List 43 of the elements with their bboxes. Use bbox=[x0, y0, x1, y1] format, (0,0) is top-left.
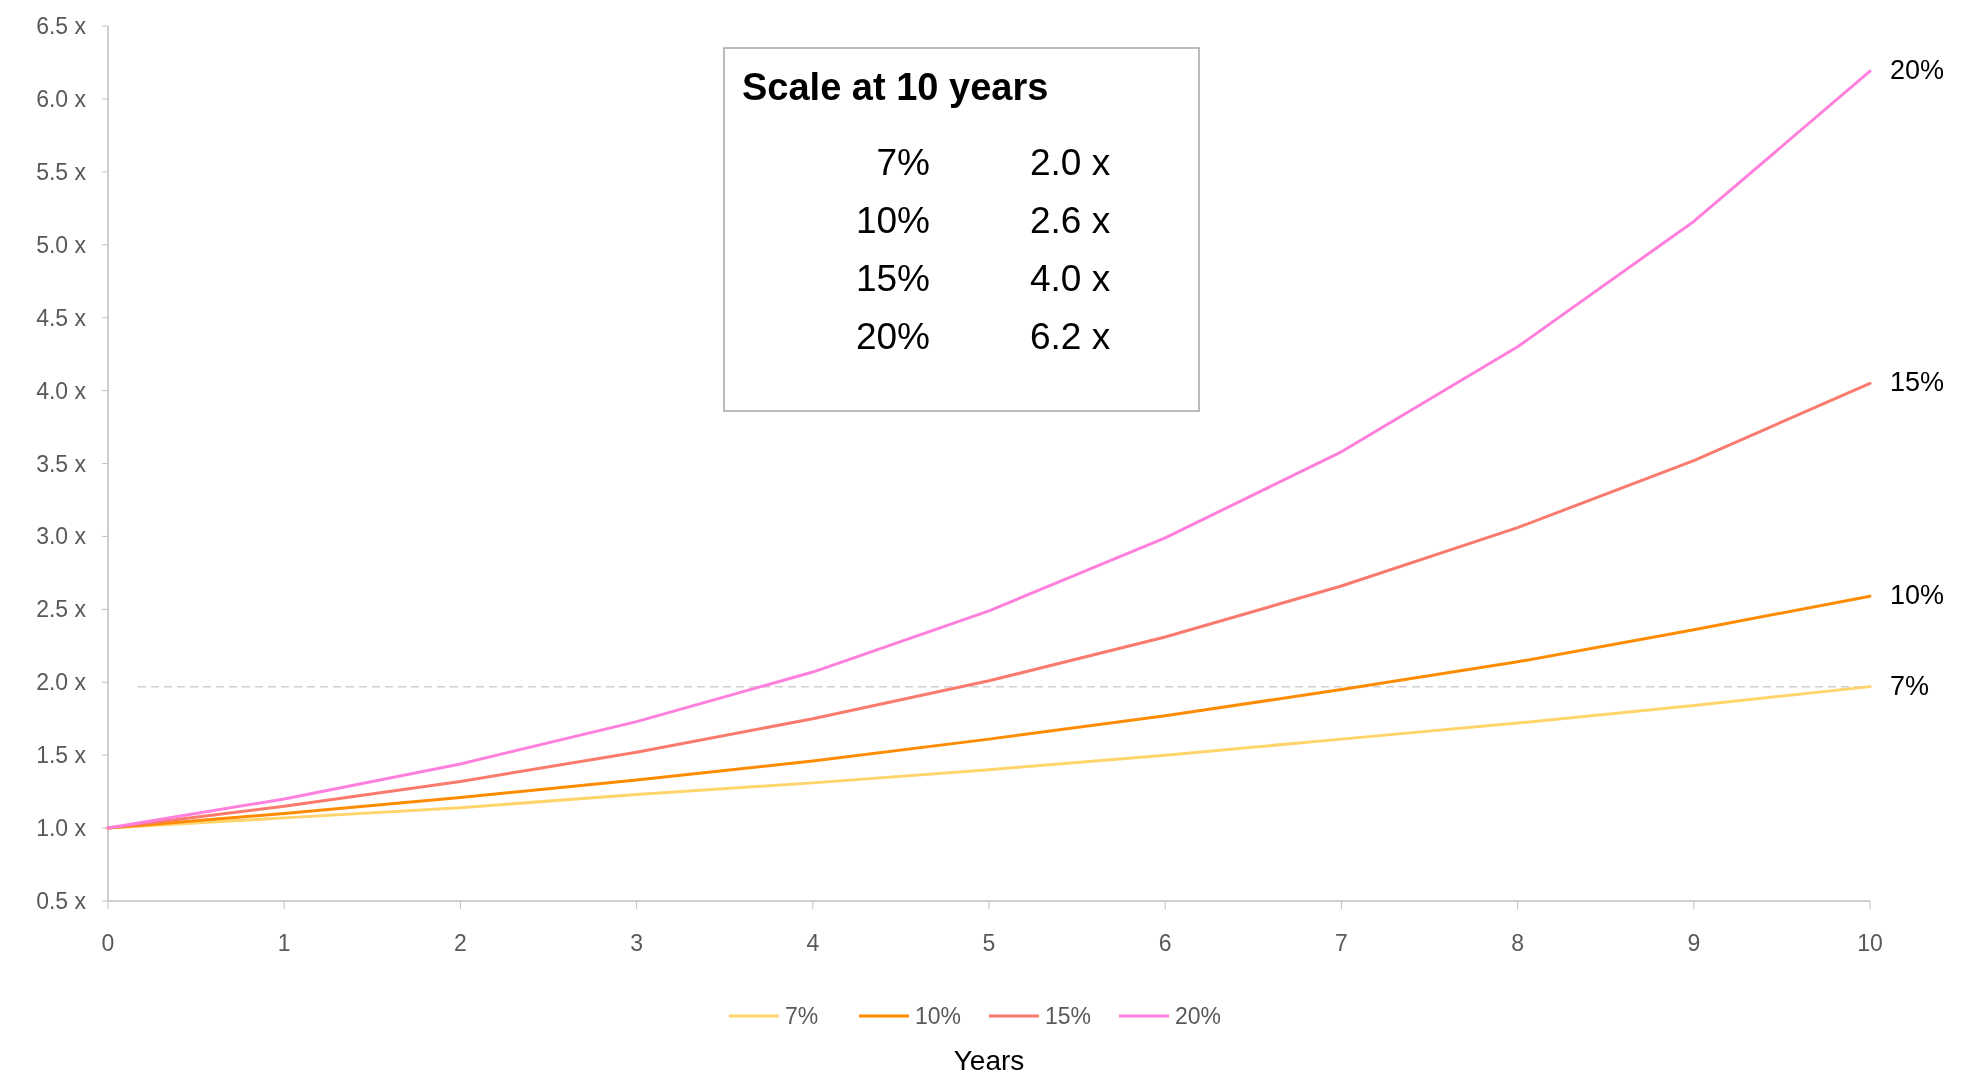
text: 15% bbox=[1890, 367, 1945, 398]
annotation: 2.6 x bbox=[1030, 200, 1111, 241]
x-tick-label: 7 bbox=[1335, 930, 1348, 956]
y-tick-label: 3.0 x bbox=[36, 523, 87, 550]
text: 10% bbox=[1890, 580, 1945, 611]
y-tick-label: 3.5 x bbox=[36, 450, 87, 477]
y-tick-label: 4.0 x bbox=[36, 377, 87, 404]
y-tick-label: 6.0 x bbox=[36, 85, 87, 112]
x-tick-label: 1 bbox=[277, 930, 291, 956]
line-series bbox=[106, 69, 1872, 830]
x-tick-label: 4 bbox=[806, 930, 820, 956]
y-tick-label: 2.5 x bbox=[36, 596, 87, 623]
annotation: 20% bbox=[855, 316, 930, 357]
y-tick-label: 5.5 x bbox=[36, 158, 87, 185]
y-tick-label: 1.0 x bbox=[36, 815, 87, 842]
x-tick-label: 2 bbox=[454, 930, 467, 956]
x-tick-label: 5 bbox=[982, 930, 996, 956]
annotation: Scale at 10 years bbox=[742, 66, 1049, 108]
annotation: 10% bbox=[855, 200, 930, 241]
annotation: 6.2 x bbox=[1030, 316, 1111, 357]
legend-label: 7% bbox=[785, 1003, 819, 1029]
legend-label: 20% bbox=[1175, 1003, 1222, 1029]
annotation: 2.0 x bbox=[1030, 142, 1111, 183]
y-tick-label: 6.5 x bbox=[36, 13, 87, 39]
x-tick-label: 6 bbox=[1158, 930, 1172, 956]
text: 20% bbox=[1890, 55, 1945, 86]
x-axis-title: Years bbox=[953, 1045, 1025, 1076]
y-tick-label: 0.5 x bbox=[36, 888, 87, 914]
x-tick-label: 10 bbox=[1857, 930, 1883, 956]
annotation: 7% bbox=[876, 142, 930, 183]
x-tick-label: 9 bbox=[1687, 930, 1701, 956]
x-tick-label: 3 bbox=[630, 930, 643, 956]
x-tick-label: 0 bbox=[101, 930, 115, 956]
text: 7% bbox=[1890, 670, 1930, 701]
x-tick-label: 8 bbox=[1511, 930, 1524, 956]
y-tick-label: 5.0 x bbox=[36, 231, 87, 258]
y-tick-label: 4.5 x bbox=[36, 304, 87, 331]
annotation: 4.0 x bbox=[1030, 258, 1111, 299]
annotation: 15% bbox=[855, 258, 930, 299]
legend-label: 15% bbox=[1045, 1003, 1092, 1029]
y-tick-label: 2.0 x bbox=[36, 669, 87, 696]
legend-label: 10% bbox=[915, 1003, 962, 1029]
y-tick-label: 1.5 x bbox=[36, 742, 87, 769]
